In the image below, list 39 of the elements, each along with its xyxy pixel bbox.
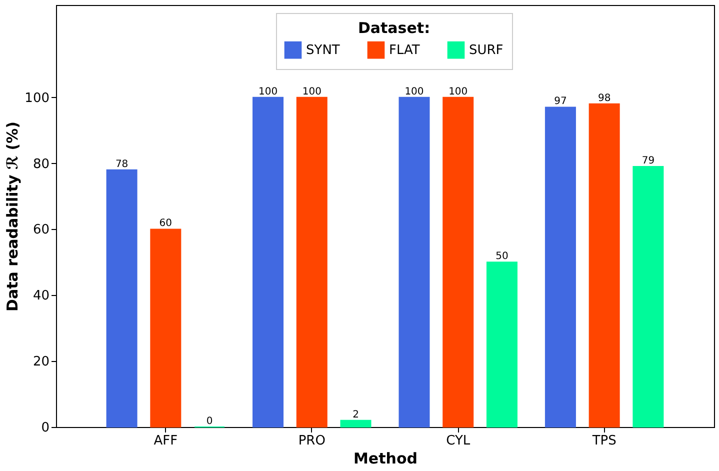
legend-label: SYNT: [306, 43, 340, 58]
bar: [588, 103, 620, 428]
bar: [340, 420, 372, 428]
data-label: 100: [258, 86, 278, 98]
y-tick-label: 100: [24, 90, 50, 106]
y-tick-label: 0: [41, 420, 50, 436]
bar: [442, 96, 474, 428]
y-tick-label: 20: [32, 354, 50, 370]
data-label: 0: [206, 416, 213, 427]
legend-label: SURF: [469, 43, 504, 58]
x-tick-label: AFF: [154, 434, 178, 448]
bar: [486, 262, 518, 428]
y-axis-title: Data readability ℛ (%): [4, 121, 22, 312]
legend-label: FLAT: [389, 43, 420, 58]
y-tick-label: 60: [32, 222, 50, 238]
bar: [398, 96, 430, 428]
data-label: 2: [352, 409, 359, 420]
data-label: 97: [554, 96, 567, 108]
data-label: 50: [496, 251, 508, 262]
data-label: 60: [159, 218, 172, 230]
x-tick-label: PRO: [298, 434, 326, 448]
data-label: 100: [404, 86, 424, 98]
data-label: 100: [302, 86, 322, 98]
x-tick-label: CYL: [446, 434, 471, 448]
data-label: 100: [448, 86, 468, 98]
data-label: 98: [598, 92, 611, 104]
bar: [632, 166, 664, 428]
bar: [150, 228, 182, 428]
bar: [544, 106, 576, 428]
data-label: 79: [642, 156, 655, 167]
bar: [252, 96, 284, 428]
bar: [296, 96, 328, 428]
bar: [106, 169, 138, 428]
x-axis-title: Method: [354, 450, 418, 468]
data-label: 78: [115, 158, 128, 170]
x-tick-label: TPS: [591, 434, 616, 448]
y-tick-label: 80: [32, 156, 50, 172]
legend-title: Dataset:: [358, 19, 430, 37]
y-tick-label: 40: [32, 288, 50, 304]
